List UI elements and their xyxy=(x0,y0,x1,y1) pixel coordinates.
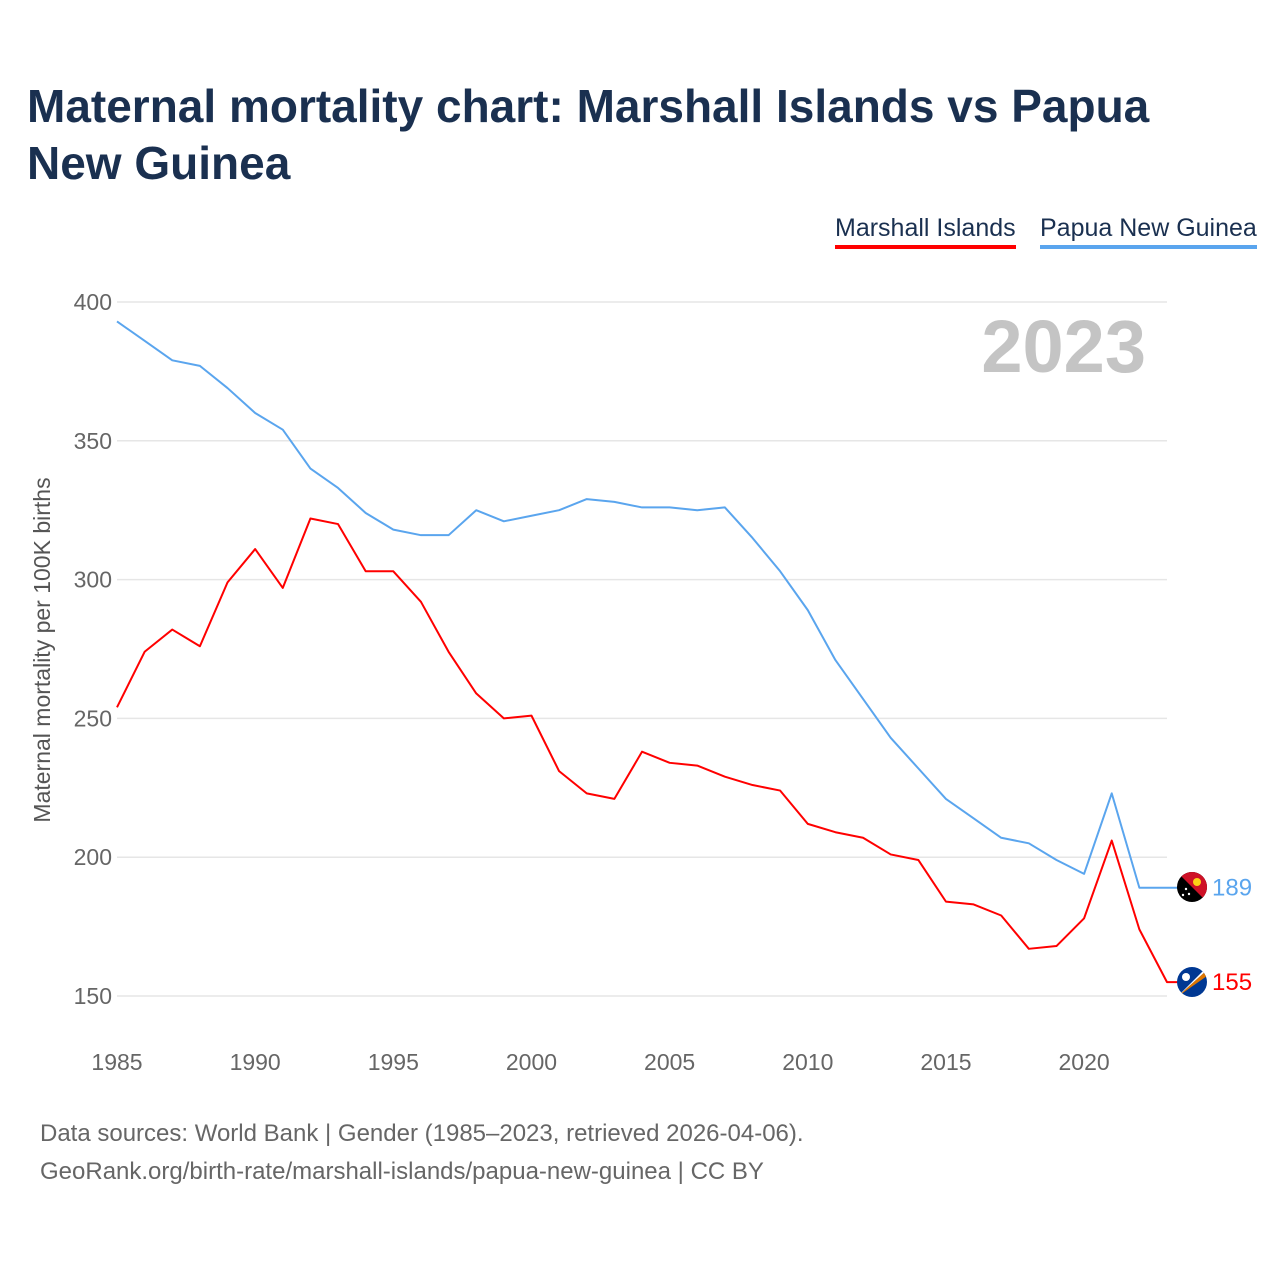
x-tick-label: 2000 xyxy=(506,1049,557,1075)
y-tick-label: 200 xyxy=(74,844,112,870)
x-tick-label: 2020 xyxy=(1059,1049,1110,1075)
footer-sources: Data sources: World Bank | Gender (1985–… xyxy=(40,1120,804,1147)
x-tick-label: 1990 xyxy=(230,1049,281,1075)
x-tick-label: 1985 xyxy=(91,1049,142,1075)
chart-title: Maternal mortality chart: Marshall Islan… xyxy=(27,80,1150,189)
legend-papua-new-guinea[interactable]: Papua New Guinea xyxy=(1040,214,1257,249)
y-tick-label: 300 xyxy=(74,567,112,593)
y-tick-label: 350 xyxy=(74,428,112,454)
year-label: 2023 xyxy=(981,305,1146,388)
legend-marshall-islands[interactable]: Marshall Islands xyxy=(835,214,1016,249)
y-tick-label: 400 xyxy=(74,289,112,315)
y-tick-label: 150 xyxy=(74,983,112,1009)
footer-link[interactable]: GeoRank.org/birth-rate/marshall-islands/… xyxy=(40,1158,764,1185)
papua-new-guinea-flag-icon xyxy=(1177,872,1207,902)
y-tick-label: 250 xyxy=(74,705,112,731)
x-tick-label: 2015 xyxy=(920,1049,971,1075)
x-tick-label: 2010 xyxy=(782,1049,833,1075)
y-axis-label: Maternal mortality per 100K births xyxy=(29,477,55,822)
series-line-papua-new-guinea xyxy=(116,320,1185,889)
end-label-marshall-islands: 155 xyxy=(1212,969,1252,996)
marshall-islands-flag-icon xyxy=(1177,967,1207,997)
end-label-papua-new-guinea: 189 xyxy=(1212,875,1252,902)
x-tick-label: 1995 xyxy=(368,1049,419,1075)
series-line-marshall-islands xyxy=(116,517,1185,984)
x-tick-label: 2005 xyxy=(644,1049,695,1075)
